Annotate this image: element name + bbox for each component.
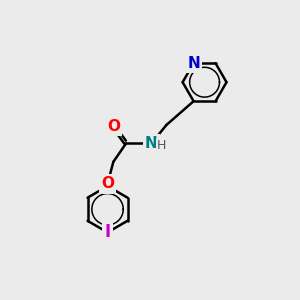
- Text: O: O: [101, 176, 114, 191]
- Text: H: H: [157, 139, 166, 152]
- Text: N: N: [187, 56, 200, 71]
- Text: I: I: [104, 223, 111, 241]
- Text: N: N: [145, 136, 158, 151]
- Text: O: O: [107, 118, 120, 134]
